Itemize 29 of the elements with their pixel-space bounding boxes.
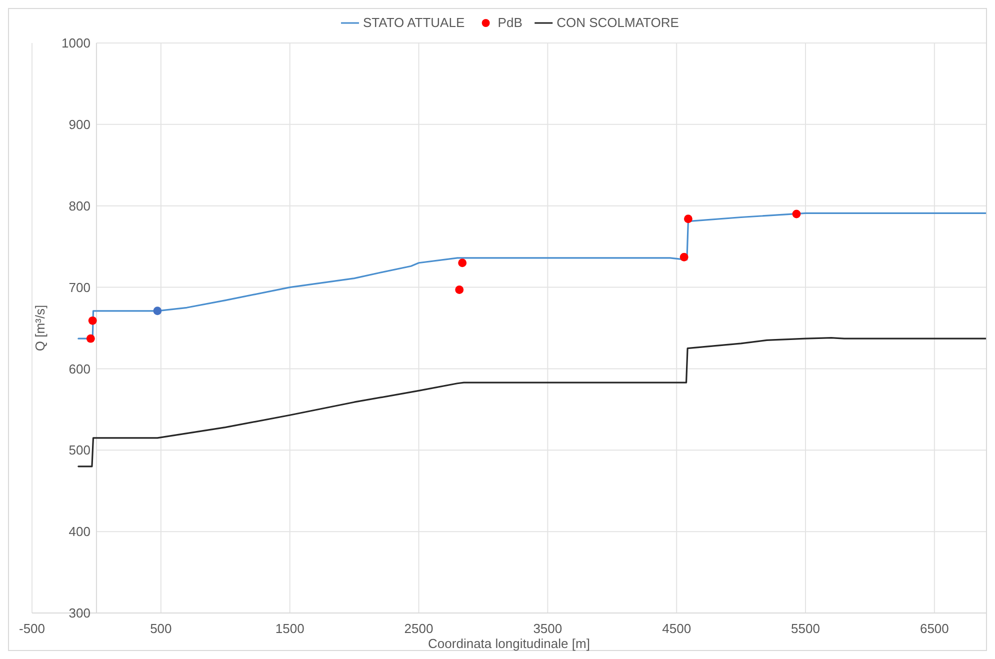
y-tick-label: 300 — [68, 606, 90, 621]
x-axis-title: Coordinata longitudinale [m] — [428, 636, 590, 651]
point — [792, 210, 801, 218]
x-tick-label: 3500 — [533, 621, 562, 636]
point — [88, 316, 97, 325]
x-tick-label: 4500 — [662, 621, 692, 636]
y-tick-label: 600 — [68, 361, 90, 376]
legend-label: PdB — [498, 15, 522, 30]
x-tick-label: 1500 — [275, 621, 304, 636]
legend-label: CON SCOLMATORE — [556, 15, 680, 30]
y-tick-label: 500 — [68, 442, 90, 458]
y-tick-label: 1000 — [62, 36, 90, 51]
y-tick-label: 400 — [68, 524, 90, 540]
point — [458, 258, 467, 268]
y-tick-label: 700 — [68, 280, 90, 295]
x-tick-label: -500 — [18, 621, 46, 636]
point — [153, 306, 162, 316]
x-tick-label: 2500 — [404, 621, 434, 636]
point — [684, 214, 692, 224]
point — [455, 286, 464, 294]
x-tick-label: 5500 — [791, 621, 820, 636]
legend-label: STATO ATTUALE — [363, 15, 465, 30]
point — [680, 252, 688, 262]
y-tick-label: 900 — [68, 116, 90, 132]
x-tick-label: 6500 — [920, 621, 949, 636]
y-tick-label: 800 — [68, 198, 90, 214]
y-axis-title: Q [m³/s] — [32, 304, 48, 352]
point — [86, 334, 95, 343]
x-tick-label: 500 — [150, 621, 172, 636]
